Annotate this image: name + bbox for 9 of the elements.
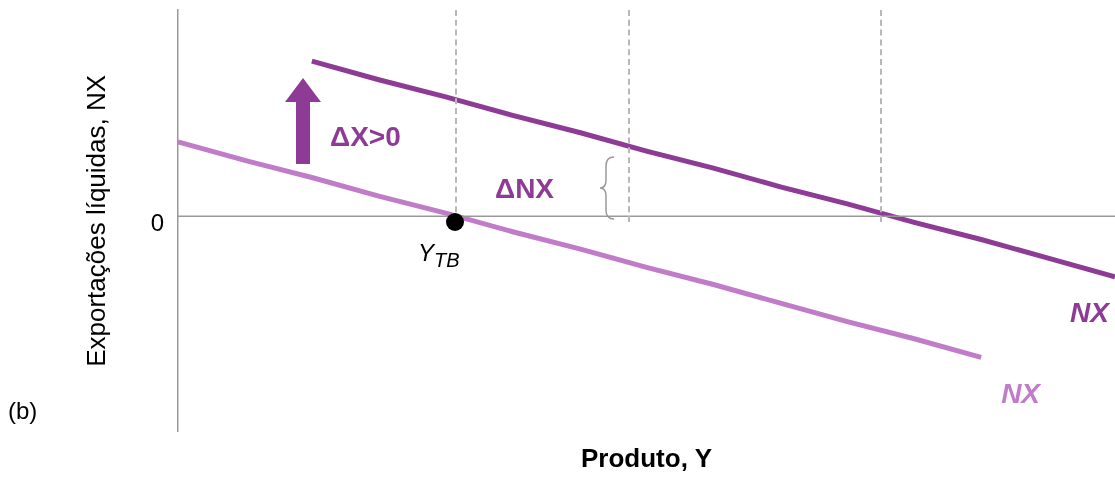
series-label: NX — [1001, 378, 1043, 410]
annotation: ΔNX — [495, 173, 555, 205]
series-label: NX — [1070, 297, 1112, 329]
y-axis-title: Exportações líquidas, NX — [80, 74, 111, 367]
x-axis-title: Produto, Y — [581, 442, 712, 473]
text: (b) — [8, 397, 38, 425]
annotation: Y$_{TB}$ — [418, 239, 460, 272]
annotation: ΔX>0 — [330, 121, 401, 153]
text: 0 — [150, 209, 164, 237]
